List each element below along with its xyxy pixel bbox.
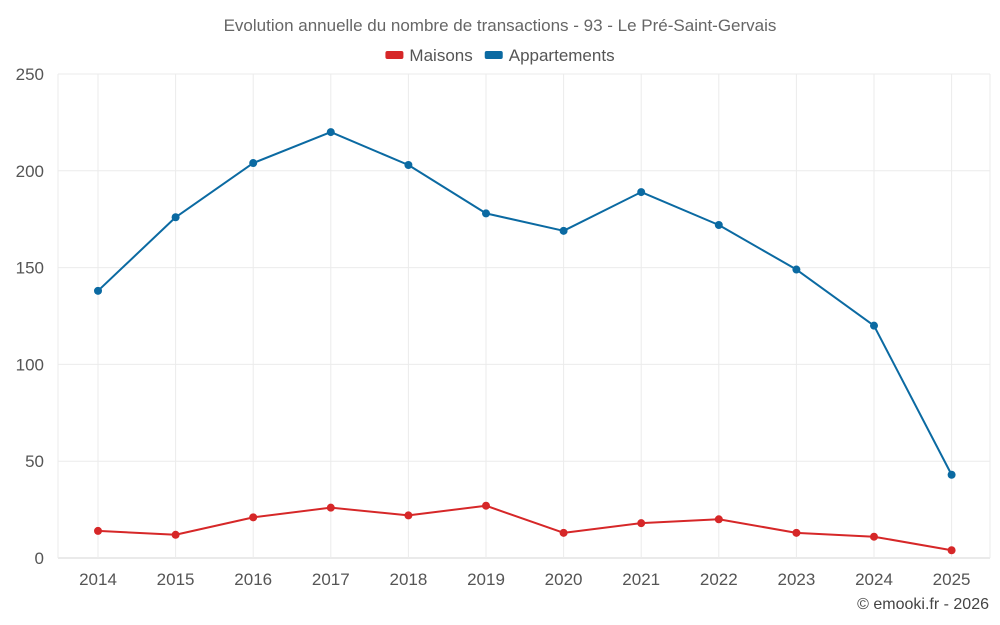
legend-item-maisons[interactable]: Maisons bbox=[385, 46, 473, 65]
x-tick-label: 2014 bbox=[79, 570, 117, 589]
legend: Maisons Appartements bbox=[385, 46, 615, 65]
data-point[interactable] bbox=[947, 470, 956, 479]
legend-item-appartements[interactable]: Appartements bbox=[484, 46, 615, 65]
legend-label: Appartements bbox=[509, 46, 615, 65]
legend-label: Maisons bbox=[409, 46, 472, 65]
data-point[interactable] bbox=[249, 513, 258, 522]
legend-swatch bbox=[484, 51, 503, 59]
data-point[interactable] bbox=[482, 209, 490, 218]
data-point[interactable] bbox=[637, 519, 646, 528]
x-tick-label: 2025 bbox=[933, 570, 971, 589]
data-point[interactable] bbox=[714, 221, 723, 230]
x-tick-label: 2016 bbox=[234, 570, 272, 589]
data-point[interactable] bbox=[870, 321, 878, 330]
series-line bbox=[97, 504, 952, 552]
data-point[interactable] bbox=[326, 128, 335, 137]
data-point[interactable] bbox=[404, 511, 413, 520]
x-tick-label: 2022 bbox=[700, 570, 738, 589]
data-point[interactable] bbox=[559, 226, 568, 235]
grid bbox=[57, 73, 991, 559]
data-point[interactable] bbox=[94, 286, 102, 295]
data-point[interactable] bbox=[792, 265, 801, 274]
data-point[interactable] bbox=[249, 159, 258, 168]
series-appartements bbox=[94, 128, 956, 479]
data-point[interactable] bbox=[404, 160, 413, 169]
data-point[interactable] bbox=[171, 213, 180, 222]
x-tick-label: 2017 bbox=[312, 570, 350, 589]
x-tick-label: 2015 bbox=[157, 570, 195, 589]
data-point[interactable] bbox=[171, 530, 180, 539]
chart-title: Evolution annuelle du nombre de transact… bbox=[224, 16, 777, 35]
data-point[interactable] bbox=[870, 532, 878, 541]
data-point[interactable] bbox=[94, 526, 102, 535]
data-point[interactable] bbox=[947, 546, 956, 555]
x-tick-label: 2024 bbox=[855, 570, 893, 589]
y-tick-label: 50 bbox=[25, 452, 44, 471]
data-point[interactable] bbox=[792, 528, 801, 537]
x-tick-label: 2019 bbox=[467, 570, 505, 589]
y-tick-label: 150 bbox=[16, 259, 44, 278]
data-point[interactable] bbox=[326, 503, 335, 512]
x-tick-label: 2021 bbox=[622, 570, 660, 589]
legend-swatch bbox=[385, 51, 404, 59]
x-tick-label: 2018 bbox=[389, 570, 427, 589]
credit-text: © emooki.fr - 2026 bbox=[857, 596, 989, 613]
series-layer bbox=[94, 128, 956, 555]
data-point[interactable] bbox=[559, 528, 568, 537]
y-axis-ticks: 0 50 100 150 200 250 bbox=[16, 65, 44, 568]
data-point[interactable] bbox=[714, 515, 723, 524]
series-line bbox=[97, 131, 953, 476]
y-tick-label: 0 bbox=[35, 549, 44, 568]
data-point[interactable] bbox=[482, 501, 490, 510]
x-tick-label: 2020 bbox=[545, 570, 583, 589]
y-tick-label: 200 bbox=[16, 162, 44, 181]
series-maisons bbox=[94, 501, 956, 555]
y-tick-label: 250 bbox=[16, 65, 44, 84]
y-tick-label: 100 bbox=[16, 355, 44, 374]
x-axis-ticks: 2014 2015 2016 2017 2018 2019 2020 2021 2022 2023… bbox=[79, 570, 970, 589]
data-point[interactable] bbox=[637, 188, 646, 197]
x-tick-label: 2023 bbox=[777, 570, 815, 589]
